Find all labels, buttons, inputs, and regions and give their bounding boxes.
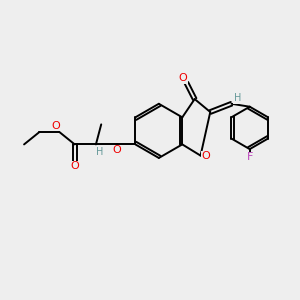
Text: H: H xyxy=(234,94,241,103)
Text: H: H xyxy=(96,147,103,157)
Text: F: F xyxy=(247,152,254,162)
Text: O: O xyxy=(178,74,187,83)
Text: O: O xyxy=(202,151,210,161)
Text: O: O xyxy=(113,145,122,155)
Text: O: O xyxy=(52,121,60,130)
Text: O: O xyxy=(70,161,79,171)
